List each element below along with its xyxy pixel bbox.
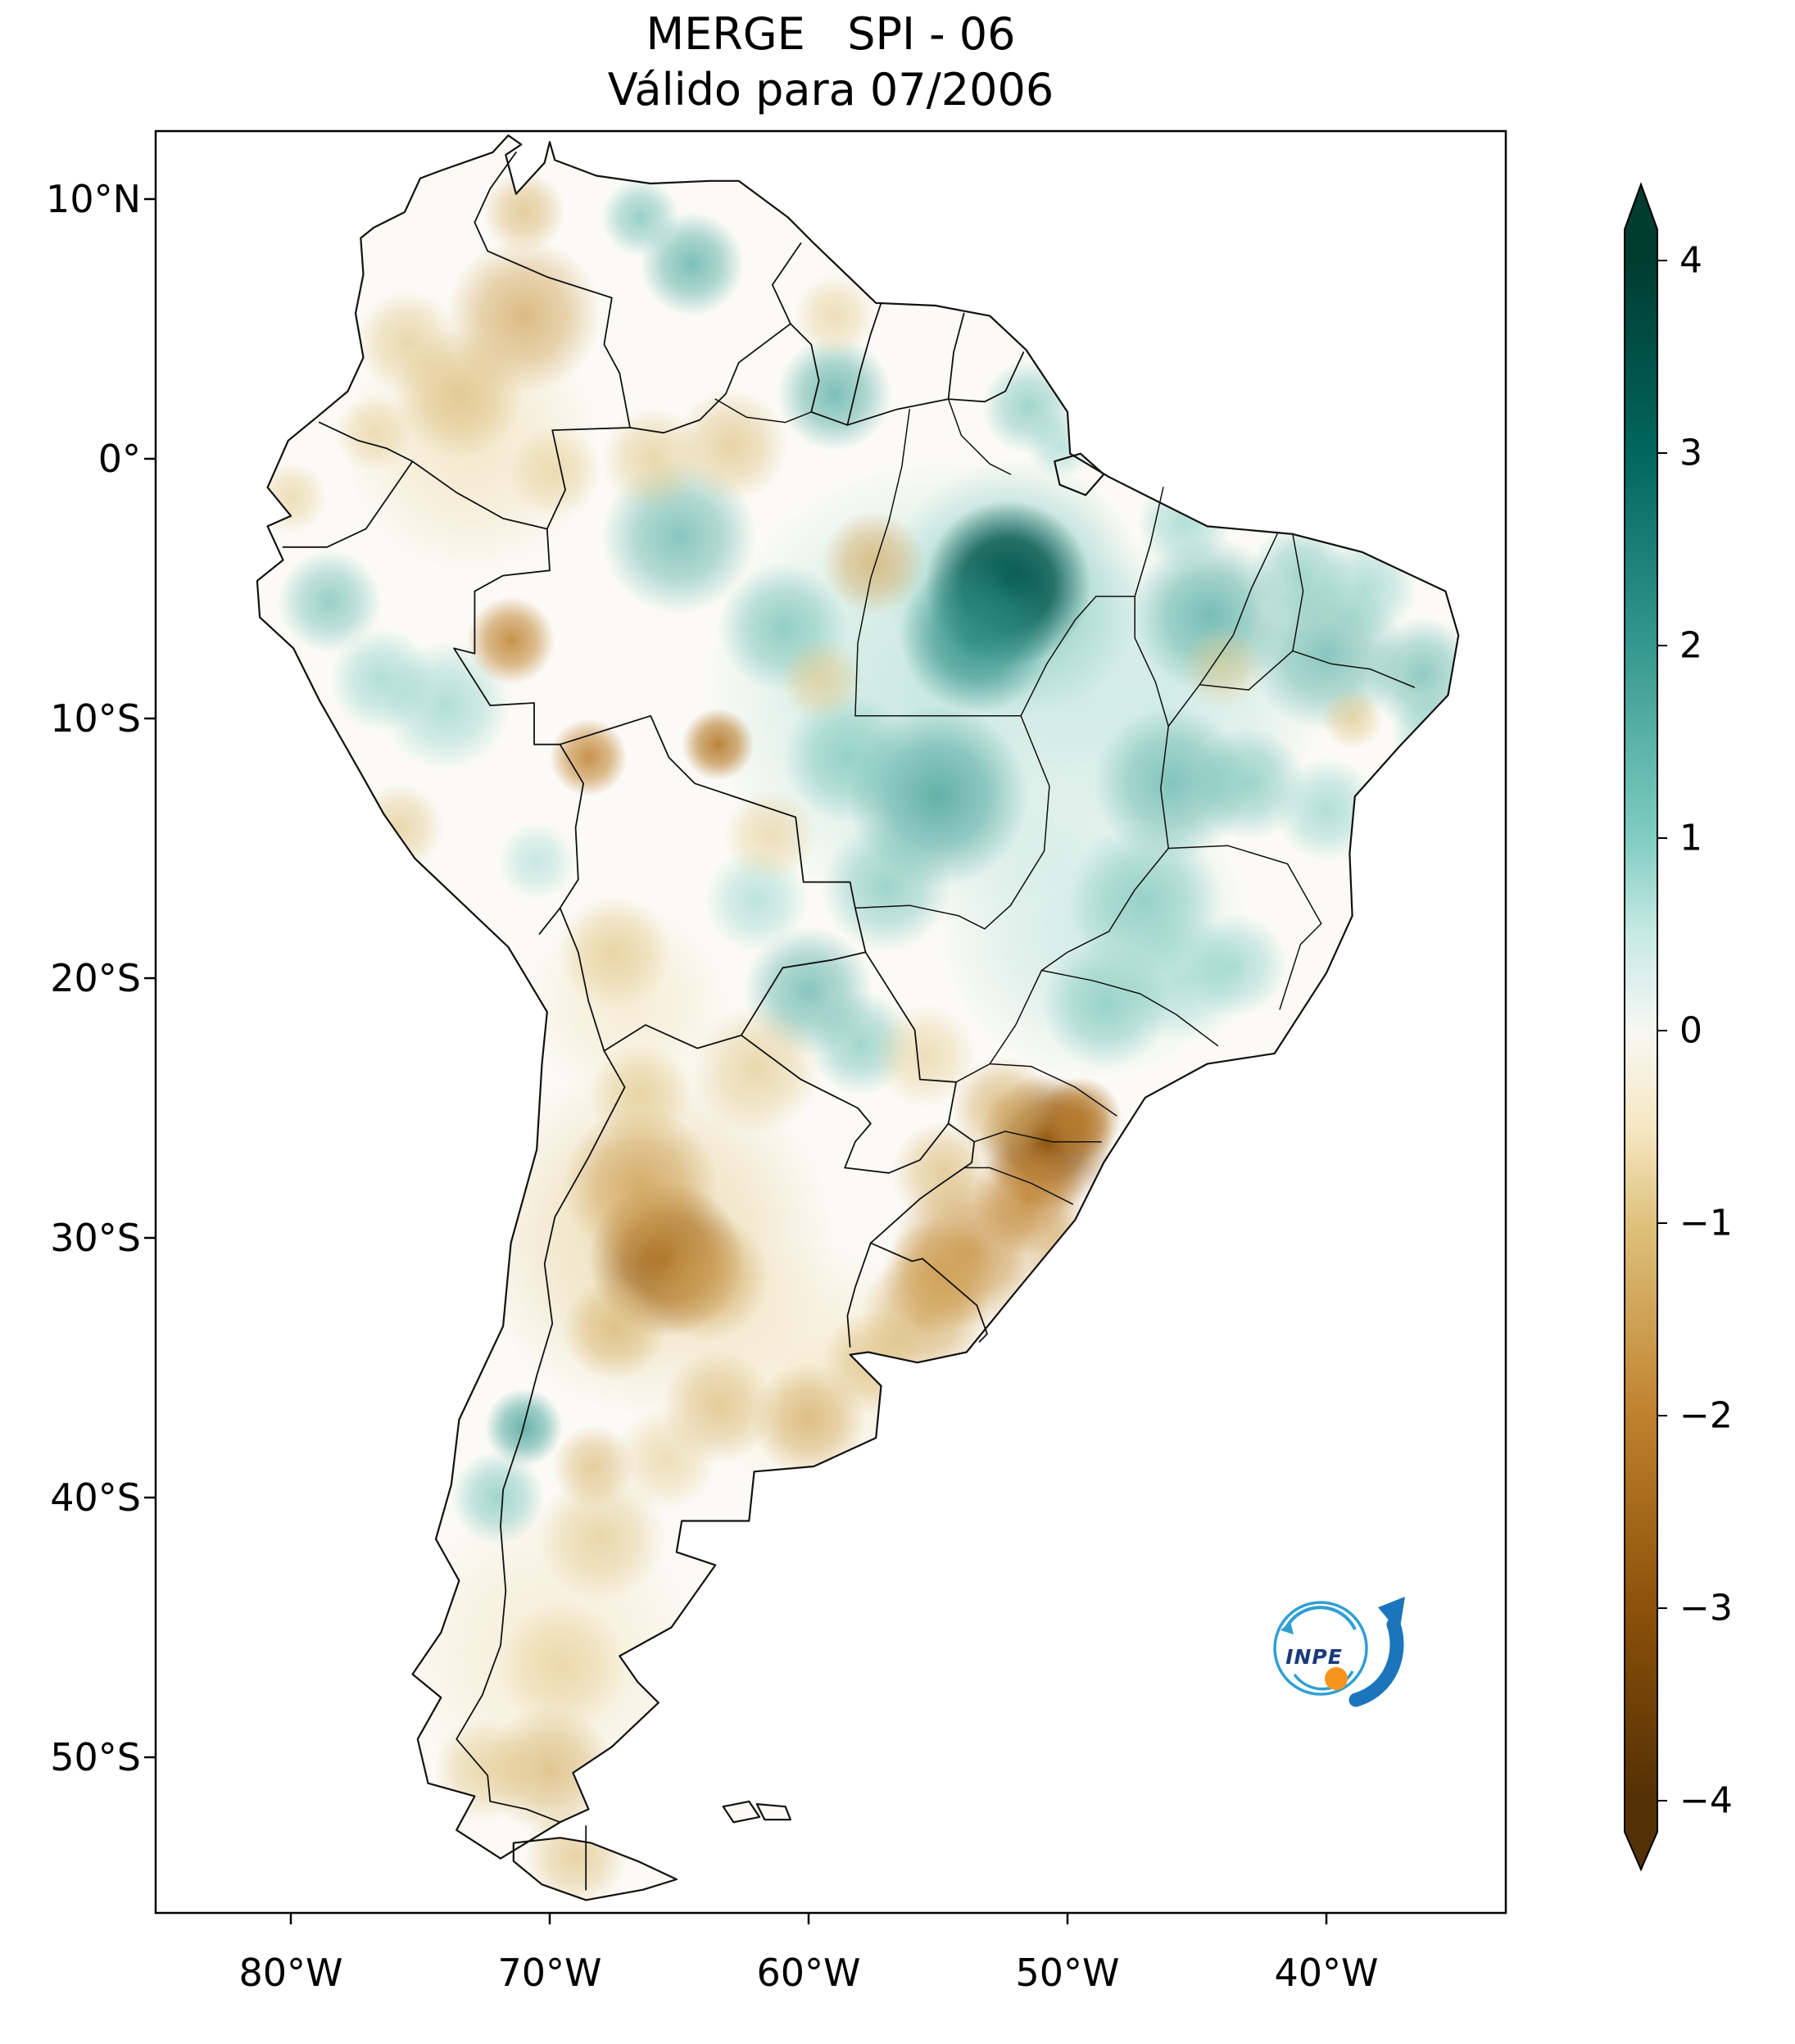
ytick-0: 0°	[98, 437, 141, 481]
xtick-50w: 50°W	[1015, 1951, 1119, 1995]
cbtick-m1: −1	[1679, 1203, 1733, 1244]
inpe-logo-text: INPE	[1285, 1645, 1343, 1669]
cbtick-m4: −4	[1679, 1780, 1733, 1822]
inpe-logo-swirl-top-icon	[1285, 1606, 1357, 1630]
ytick-10s: 10°S	[50, 696, 141, 741]
cbtick-3: 3	[1679, 433, 1702, 474]
cbtick-1: 1	[1679, 818, 1702, 859]
inpe-logo-swirl-arrowhead-icon	[1281, 1621, 1294, 1634]
cbtick-m3: −3	[1679, 1588, 1733, 1629]
admin-borders	[282, 152, 1416, 1891]
ytick-20s: 20°S	[50, 956, 141, 1000]
colorbar	[1624, 182, 1667, 1872]
xtick-60w: 60°W	[756, 1951, 860, 1995]
cbtick-m2: −2	[1679, 1395, 1733, 1437]
xtick-40w: 40°W	[1274, 1951, 1378, 1995]
plot-title: MERGE SPI - 06	[646, 8, 1016, 60]
cbtick-4: 4	[1679, 240, 1702, 282]
plot-subtitle: Válido para 07/2006	[608, 64, 1054, 116]
xtick-70w: 70°W	[497, 1951, 601, 1995]
xtick-80w: 80°W	[238, 1951, 342, 1995]
inpe-logo: INPE	[1273, 1597, 1405, 1707]
inpe-logo-orange-sphere-icon	[1325, 1667, 1348, 1690]
ytick-30s: 30°S	[50, 1216, 141, 1260]
spi-field	[256, 170, 1459, 1901]
inpe-logo-arrowhead-icon	[1378, 1597, 1405, 1633]
ytick-50s: 50°S	[50, 1735, 141, 1779]
axis-ticks	[144, 197, 1328, 1924]
ytick-10n: 10°N	[46, 177, 141, 221]
plot-frame	[154, 129, 1507, 1915]
inpe-logo-arrow-icon	[1349, 1617, 1404, 1707]
cbtick-2: 2	[1679, 625, 1702, 667]
coastline	[256, 134, 1460, 1901]
ytick-40s: 40°S	[50, 1475, 141, 1520]
cbtick-0: 0	[1679, 1010, 1702, 1052]
